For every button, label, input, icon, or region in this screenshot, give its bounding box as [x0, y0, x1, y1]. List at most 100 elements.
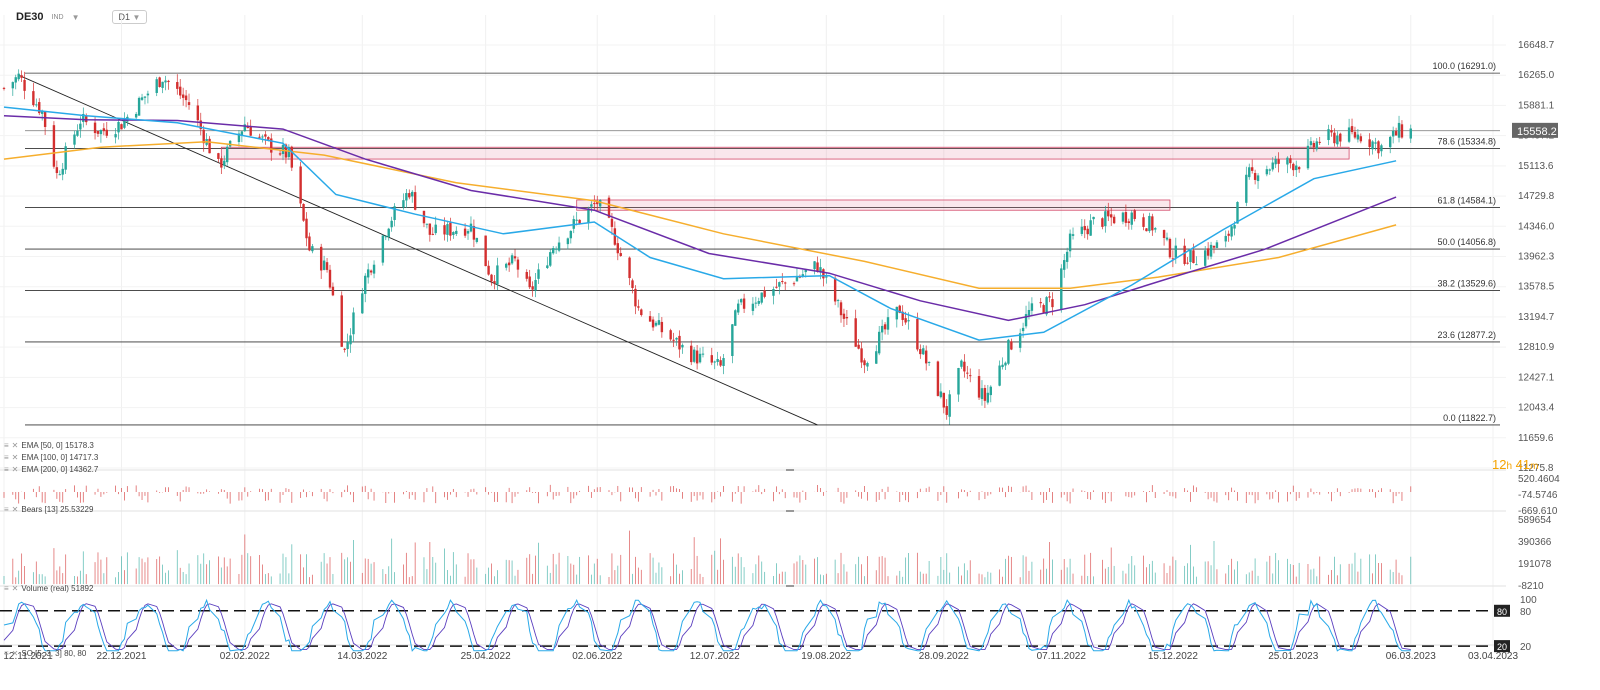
legend-close-icon[interactable]: ✕ [11, 465, 19, 474]
candle-body [361, 293, 364, 314]
legend-menu-icon[interactable]: ≡ [4, 505, 9, 514]
candle-body [590, 204, 593, 207]
candle-body [1215, 242, 1219, 248]
legend-menu-icon[interactable]: ≡ [4, 584, 9, 593]
candle-body [798, 276, 802, 278]
candle-body [1042, 305, 1045, 313]
legend-ema200-text: EMA [200, 0] 14362.7 [21, 465, 99, 474]
panel-resize-handle [786, 510, 794, 512]
candle-body [692, 349, 696, 362]
candle-body [472, 225, 476, 240]
candle-body [308, 236, 311, 251]
candle-body [546, 265, 549, 269]
candle-body [610, 218, 614, 227]
candle-body [927, 361, 931, 363]
candle-body [487, 265, 490, 275]
legend-menu-icon[interactable]: ≡ [4, 441, 9, 450]
candle-body [102, 128, 106, 132]
candle-body [1101, 218, 1104, 227]
candle-body [977, 376, 981, 398]
candle-body [93, 122, 97, 134]
candle-body [364, 275, 367, 294]
candle-body [134, 113, 138, 118]
chevron-down-icon[interactable]: ▼ [71, 12, 80, 22]
price-axis-label: 12427.1 [1518, 372, 1555, 383]
legend-ema200[interactable]: ≡ ✕ EMA [200, 0] 14362.7 [4, 465, 98, 474]
countdown-minutes: 41 [1515, 457, 1531, 472]
candle-body [1353, 131, 1357, 138]
x-axis-label: 28.09.2022 [919, 651, 969, 662]
legend-bears[interactable]: ≡ ✕ Bears [13] 25.53229 [4, 505, 93, 514]
candle-body [578, 219, 581, 224]
candle-body [1063, 260, 1066, 270]
candle-body [402, 200, 405, 208]
candle-body [698, 353, 702, 363]
candle-body [452, 232, 455, 236]
stochastic-axis-label: 80 [1520, 607, 1532, 618]
candle-body [1268, 169, 1271, 171]
legend-close-icon[interactable]: ✕ [11, 441, 19, 450]
candle-body [1018, 333, 1022, 348]
candle-body [290, 146, 294, 168]
candle-body [217, 153, 220, 159]
candle-body [822, 269, 825, 279]
symbol-label[interactable]: DE30 [16, 11, 44, 23]
timeframe-select[interactable]: D1 ▼ [111, 10, 148, 24]
candle-body [792, 283, 796, 285]
candle-body [475, 237, 479, 242]
candle-body [1174, 245, 1178, 258]
price-axis-label: 16648.7 [1518, 40, 1555, 51]
candle-body [549, 252, 552, 266]
candle-body [507, 262, 511, 266]
x-axis-label: 06.03.2023 [1386, 651, 1436, 662]
candle-body [916, 319, 919, 350]
candle-body [281, 144, 285, 155]
x-axis-label: 12.11.2021 [3, 651, 53, 662]
candle-body [258, 136, 261, 138]
stochastic-axis-label: 20 [1520, 642, 1532, 653]
countdown-minutes-unit: m [1530, 461, 1539, 472]
stochastic-k-line [3, 598, 1411, 652]
legend-close-icon[interactable]: ✕ [11, 649, 19, 658]
legend-ema50[interactable]: ≡ ✕ EMA [50, 0] 15178.3 [4, 441, 94, 450]
candle-body [537, 269, 540, 279]
candle-body [14, 77, 17, 83]
candle-body [513, 256, 517, 259]
countdown-hours: 12 [1492, 457, 1507, 472]
legend-menu-icon[interactable]: ≡ [4, 649, 9, 658]
legend-close-icon[interactable]: ✕ [11, 505, 19, 514]
candle-body [516, 259, 520, 270]
legend-stochastic[interactable]: ≡ ✕ SO [5, 3, 3] 80, 80 [4, 649, 86, 658]
candle-body [904, 318, 907, 323]
candle-body [161, 81, 164, 88]
legend-ema100[interactable]: ≡ ✕ EMA [100, 0] 14717.3 [4, 453, 98, 462]
bears-axis-label: -669.610 [1518, 506, 1558, 517]
legend-close-icon[interactable]: ✕ [11, 584, 19, 593]
candle-body [936, 361, 940, 396]
candle-body [1248, 167, 1251, 178]
timeframe-chevron-icon: ▼ [132, 13, 141, 22]
candle-body [261, 136, 264, 138]
candle-body [1374, 142, 1377, 144]
candle-body [137, 97, 141, 116]
legend-close-icon[interactable]: ✕ [11, 453, 19, 462]
legend-menu-icon[interactable]: ≡ [4, 453, 9, 462]
fib-level-label: 0.0 (11822.7) [1443, 413, 1496, 423]
candle-body [1151, 216, 1154, 231]
candle-body [1186, 262, 1189, 264]
candle-body [554, 248, 558, 250]
candle-body [1336, 135, 1339, 145]
candle-body [963, 361, 966, 372]
legend-menu-icon[interactable]: ≡ [4, 465, 9, 474]
candle-body [384, 236, 387, 238]
candle-body [411, 191, 414, 197]
candle-body [1394, 131, 1398, 136]
legend-volume[interactable]: ≡ ✕ Volume (real) 51892 [4, 584, 93, 593]
candle-body [1124, 212, 1128, 223]
candle-body [431, 233, 434, 235]
candle-body [1130, 212, 1133, 225]
candle-body [1104, 211, 1107, 227]
candle-body [640, 309, 643, 316]
candle-body [40, 111, 44, 114]
